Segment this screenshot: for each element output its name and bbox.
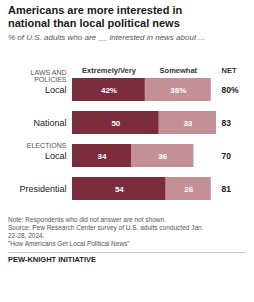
svg-text:NET: NET bbox=[222, 66, 237, 75]
svg-text:Presidential: Presidential bbox=[19, 184, 66, 194]
svg-text:Extremely/Very: Extremely/Very bbox=[82, 66, 137, 75]
html-text:"How Americans Get Local Polit: "How Americans Get Local Political News" bbox=[8, 240, 130, 247]
svg-text:54: 54 bbox=[115, 185, 124, 194]
svg-text:38%: 38% bbox=[170, 86, 186, 95]
svg-text:34: 34 bbox=[98, 152, 107, 161]
svg-text:33: 33 bbox=[183, 119, 192, 128]
html-text:PEW-KNIGHT INITIATIVE: PEW-KNIGHT INITIATIVE bbox=[8, 255, 96, 264]
svg-text:8181: 8181 bbox=[222, 184, 232, 194]
html-text:Americans are more interested: Americans are more interested in nationa… bbox=[8, 4, 183, 29]
svg-text:80%80: 80%80 bbox=[222, 85, 239, 95]
html-text:% of U.S. adults who are __ in: % of U.S. adults who are __ interested i… bbox=[8, 33, 205, 42]
svg-text:National: National bbox=[33, 118, 66, 128]
svg-text:Somewhat: Somewhat bbox=[160, 66, 198, 75]
svg-text:LAWS ANDPOLICIES: LAWS ANDPOLICIES bbox=[31, 69, 67, 83]
svg-text:Local: Local bbox=[45, 85, 67, 95]
svg-text:8383: 8383 bbox=[222, 118, 232, 128]
svg-text:36: 36 bbox=[158, 152, 167, 161]
svg-text:26: 26 bbox=[184, 185, 193, 194]
html-text:Source: Pew Research Center su: Source: Pew Research Center survey of U.… bbox=[8, 224, 204, 231]
svg-text:7070: 7070 bbox=[222, 151, 232, 161]
svg-text:42%: 42% bbox=[101, 86, 117, 95]
svg-text:Local: Local bbox=[45, 151, 67, 161]
svg-text:ELECTIONS: ELECTIONS bbox=[27, 142, 67, 149]
html-text:Note: Respondents who did not: Note: Respondents who did not answer are… bbox=[8, 216, 166, 223]
html-text:22-28, 2024.: 22-28, 2024. bbox=[8, 232, 45, 239]
svg-text:50: 50 bbox=[111, 119, 120, 128]
